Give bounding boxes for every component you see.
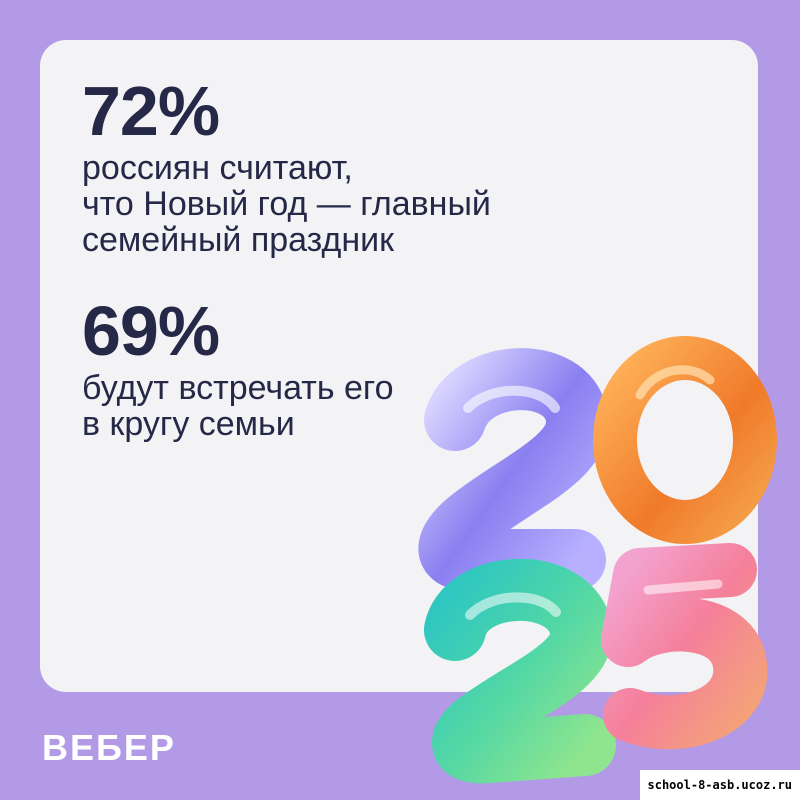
stat-value-69: 69% (82, 292, 220, 370)
watermark-text: school-8-asb.ucoz.ru (639, 770, 800, 800)
brand-logo: ВЕБЕР (42, 727, 176, 768)
stat-value-72: 72% (82, 72, 220, 150)
stat-caption-72: россиян считают, что Новый год — главный… (82, 149, 491, 259)
stat-caption-69: будут встречать его в кругу семьи (82, 369, 394, 443)
